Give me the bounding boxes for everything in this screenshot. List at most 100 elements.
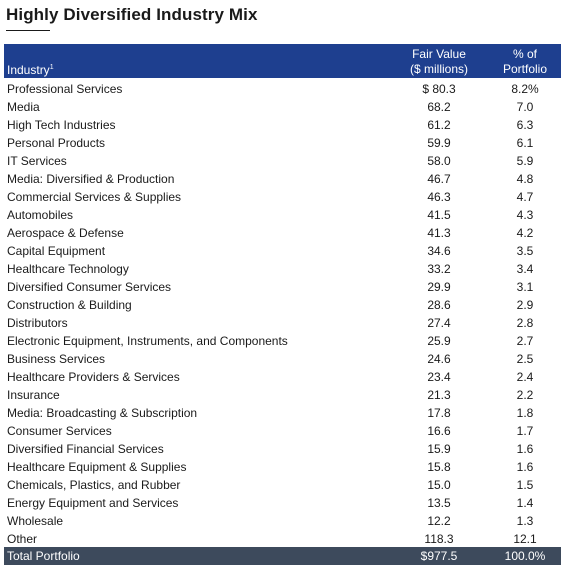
table-row: Diversified Financial Services 15.9 1.6 xyxy=(4,440,561,458)
industry-cell: Insurance xyxy=(7,388,60,402)
percent-cell: 3.4 xyxy=(516,262,534,276)
table-row: Commercial Services & Supplies 46.3 4.7 xyxy=(4,188,561,206)
header-fair-value-line1: Fair Value xyxy=(412,47,466,61)
percent-cell: 6.3 xyxy=(516,118,534,132)
percent-cell: 12.1 xyxy=(513,532,537,546)
percent-cell: 1.7 xyxy=(516,424,534,438)
fair-value-cell: $ 80.3 xyxy=(422,82,456,96)
industry-cell: Other xyxy=(7,532,38,546)
percent-cell: 3.1 xyxy=(516,280,534,294)
table-row: High Tech Industries 61.2 6.3 xyxy=(4,116,561,134)
table-row: Capital Equipment 34.6 3.5 xyxy=(4,242,561,260)
percent-cell: 2.2 xyxy=(516,388,534,402)
industry-cell: Capital Equipment xyxy=(7,244,106,258)
industry-cell: Healthcare Equipment & Supplies xyxy=(7,460,187,474)
fair-value-cell: 28.6 xyxy=(427,298,451,312)
percent-cell: 1.8 xyxy=(516,406,534,420)
table-row: Automobiles 41.5 4.3 xyxy=(4,206,561,224)
table-row: Construction & Building 28.6 2.9 xyxy=(4,296,561,314)
fair-value-cell: 59.9 xyxy=(427,136,451,150)
fair-value-cell: 46.7 xyxy=(427,172,451,186)
percent-cell: 1.4 xyxy=(516,496,534,510)
industry-cell: High Tech Industries xyxy=(7,118,116,132)
percent-cell: 5.9 xyxy=(516,154,534,168)
header-industry-label: Industry xyxy=(7,63,50,77)
header-industry: Industry1 xyxy=(7,63,54,77)
fair-value-cell: 25.9 xyxy=(427,334,451,348)
title-underline xyxy=(6,30,50,31)
table-row: Other 118.3 12.1 xyxy=(4,530,561,548)
table-row: Aerospace & Defense 41.3 4.2 xyxy=(4,224,561,242)
fair-value-cell: 41.3 xyxy=(427,226,451,240)
fair-value-cell: 17.8 xyxy=(427,406,451,420)
table-row: IT Services 58.0 5.9 xyxy=(4,152,561,170)
total-fair-value: $977.5 xyxy=(420,549,458,563)
header-percent-portfolio: % of Portfolio xyxy=(490,47,560,77)
fair-value-cell: 21.3 xyxy=(427,388,451,402)
table-row: Distributors 27.4 2.8 xyxy=(4,314,561,332)
page-title: Highly Diversified Industry Mix xyxy=(6,5,258,24)
fair-value-cell: 118.3 xyxy=(424,532,454,546)
industry-cell: Electronic Equipment, Instruments, and C… xyxy=(7,334,288,348)
table-row: Business Services 24.6 2.5 xyxy=(4,350,561,368)
fair-value-cell: 27.4 xyxy=(427,316,451,330)
industry-cell: Distributors xyxy=(7,316,68,330)
fair-value-cell: 68.2 xyxy=(427,100,451,114)
table-row: Healthcare Technology 33.2 3.4 xyxy=(4,260,561,278)
industry-cell: Energy Equipment and Services xyxy=(7,496,179,510)
fair-value-cell: 23.4 xyxy=(427,370,451,384)
table-row: Electronic Equipment, Instruments, and C… xyxy=(4,332,561,350)
percent-cell: 1.3 xyxy=(516,514,534,528)
fair-value-cell: 15.9 xyxy=(427,442,451,456)
fair-value-cell: 13.5 xyxy=(427,496,451,510)
industry-cell: Professional Services xyxy=(7,82,123,96)
percent-cell: 7.0 xyxy=(516,100,534,114)
industry-cell: Diversified Financial Services xyxy=(7,442,164,456)
table-header: Industry1 Fair Value ($ millions) % of Por… xyxy=(4,44,561,78)
percent-cell: 2.8 xyxy=(516,316,534,330)
percent-cell: 2.4 xyxy=(516,370,534,384)
table-row: Media: Broadcasting & Subscription 17.8 1.… xyxy=(4,404,561,422)
fair-value-cell: 24.6 xyxy=(427,352,451,366)
industry-cell: Wholesale xyxy=(7,514,64,528)
table-row: Healthcare Equipment & Supplies 15.8 1.6 xyxy=(4,458,561,476)
percent-cell: 8.2% xyxy=(511,82,539,96)
percent-cell: 4.3 xyxy=(516,208,534,222)
table-row: Wholesale 12.2 1.3 xyxy=(4,512,561,530)
table-row: Healthcare Providers & Services 23.4 2.4 xyxy=(4,368,561,386)
percent-cell: 4.8 xyxy=(516,172,534,186)
table-row: Consumer Services 16.6 1.7 xyxy=(4,422,561,440)
fair-value-cell: 41.5 xyxy=(427,208,451,222)
table-row: Insurance 21.3 2.2 xyxy=(4,386,561,404)
industry-cell: Media: Broadcasting & Subscription xyxy=(7,406,198,420)
fair-value-cell: 33.2 xyxy=(427,262,451,276)
industry-cell: Construction & Building xyxy=(7,298,132,312)
table-row: Energy Equipment and Services 13.5 1.4 xyxy=(4,494,561,512)
industry-cell: Healthcare Technology xyxy=(7,262,129,276)
industry-cell: Business Services xyxy=(7,352,106,366)
table-row: Diversified Consumer Services 29.9 3.1 xyxy=(4,278,561,296)
percent-cell: 1.5 xyxy=(516,478,534,492)
percent-cell: 2.5 xyxy=(516,352,534,366)
table-row: Media: Diversified & Production 46.7 4.8 xyxy=(4,170,561,188)
fair-value-cell: 61.2 xyxy=(427,118,451,132)
fair-value-cell: 15.8 xyxy=(427,460,451,474)
table-row: Personal Products 59.9 6.1 xyxy=(4,134,561,152)
percent-cell: 2.9 xyxy=(516,298,534,312)
total-percent: 100.0% xyxy=(504,549,546,563)
industry-cell: Personal Products xyxy=(7,136,106,150)
fair-value-cell: 29.9 xyxy=(427,280,451,294)
table-row: Professional Services $ 80.3 8.2% xyxy=(4,80,561,98)
industry-cell: IT Services xyxy=(7,154,67,168)
industry-cell: Automobiles xyxy=(7,208,74,222)
percent-cell: 1.6 xyxy=(516,460,534,474)
table-row: Media 68.2 7.0 xyxy=(4,98,561,116)
total-row: Total Portfolio $977.5 100.0% xyxy=(4,547,561,565)
fair-value-cell: 16.6 xyxy=(427,424,451,438)
fair-value-cell: 46.3 xyxy=(427,190,451,204)
industry-cell: Chemicals, Plastics, and Rubber xyxy=(7,478,181,492)
header-industry-footnote: 1 xyxy=(49,64,54,71)
industry-cell: Diversified Consumer Services xyxy=(7,280,172,294)
percent-cell: 2.7 xyxy=(516,334,534,348)
header-fair-value-line2: ($ millions) xyxy=(409,62,468,76)
